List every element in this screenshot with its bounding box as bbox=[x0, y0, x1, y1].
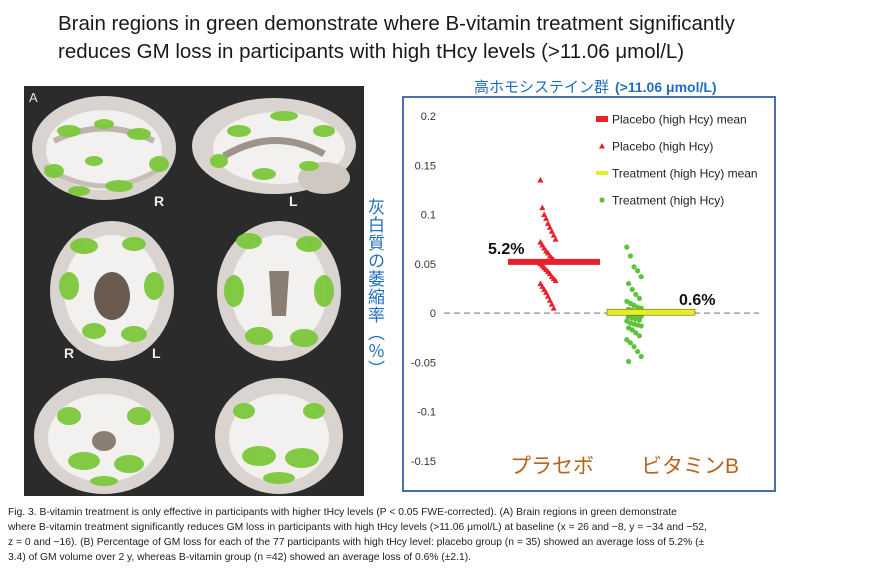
treatment-point bbox=[636, 295, 642, 301]
brain-mri-panel: A R L bbox=[24, 86, 364, 496]
title-line-2: reduces GM loss in participants with hig… bbox=[58, 40, 685, 63]
placebo-point bbox=[550, 232, 557, 238]
brain-slice-axial-1 bbox=[50, 221, 174, 361]
treatment-point bbox=[627, 253, 633, 259]
green-regions-row-3 bbox=[57, 403, 325, 486]
treatment-point bbox=[629, 286, 635, 293]
placebo-point bbox=[543, 289, 550, 295]
treatment-point bbox=[626, 358, 632, 365]
placebo-point bbox=[543, 215, 550, 221]
treatment-mean-label: 0.6% bbox=[679, 292, 715, 309]
scatter-chart-svg: 0.2 0.15 0.1 0.05 0 -0.05 -0.1 -0.15 5.2% 0.6% P… bbox=[411, 111, 759, 478]
y-tick-label: 0.15 bbox=[415, 160, 436, 172]
treatment-point bbox=[638, 323, 644, 329]
green-regions-row-1 bbox=[44, 111, 335, 196]
treatment-point bbox=[631, 264, 637, 270]
group-header: 高ホモシステイン群 (>11.06 μmol/L) bbox=[474, 76, 717, 97]
category-label-placebo: プラセボ bbox=[510, 455, 594, 478]
placebo-point bbox=[541, 211, 548, 217]
placebo-point bbox=[552, 236, 559, 242]
treatment-point bbox=[631, 344, 637, 350]
figure-caption: Fig. 3. B-vitamin treatment is only effe… bbox=[8, 505, 874, 565]
group-header-unit: (>11.06 μmol/L) bbox=[615, 79, 717, 95]
group-header-label: 高ホモシステイン群 bbox=[474, 79, 610, 96]
y-tick-label: -0.1 bbox=[417, 407, 436, 419]
treatment-point bbox=[638, 274, 644, 280]
treatment-point bbox=[636, 333, 642, 339]
placebo-point bbox=[548, 228, 555, 234]
legend-entry: Placebo (high Hcy) bbox=[612, 140, 713, 154]
y-tick-label: 0.2 bbox=[421, 111, 436, 123]
placebo-point bbox=[545, 293, 551, 299]
placebo-point bbox=[548, 301, 555, 307]
treatment-point bbox=[633, 330, 639, 336]
legend-entry: Treatment (high Hcy) bbox=[612, 194, 724, 208]
y-tick-label: 0.05 bbox=[415, 259, 436, 271]
treatment-point bbox=[633, 291, 639, 298]
caption-line-1: Fig. 3. B-vitamin treatment is only effe… bbox=[8, 507, 677, 518]
treatment-point bbox=[629, 327, 635, 333]
chart-legend: Placebo (high Hcy) mean Placebo (high Hcy… bbox=[596, 113, 758, 208]
treatment-point bbox=[624, 244, 630, 250]
brain-slice-sagittal-1 bbox=[192, 98, 356, 194]
legend-entry: Treatment (high Hcy) mean bbox=[612, 167, 758, 181]
legend-marker-placebo bbox=[599, 143, 605, 149]
y-axis-label-jp: 灰白質の萎縮率（％） bbox=[364, 198, 384, 378]
panel-label-a: A bbox=[29, 90, 38, 105]
treatment-point bbox=[638, 353, 644, 360]
treatment-point bbox=[624, 337, 630, 343]
caption-line-4: 3.4) of GM volume over 2 y, whereas B-vi… bbox=[8, 552, 472, 563]
brain-slice-coronal-1 bbox=[32, 96, 176, 200]
treatment-point bbox=[636, 317, 642, 323]
orient-label-l-2: L bbox=[152, 345, 161, 361]
caption-line-3: z = 0 and −16). (B) Percentage of GM los… bbox=[8, 537, 705, 548]
figure-title: Brain regions in green demonstrate where… bbox=[58, 10, 858, 66]
scatter-chart: 0.2 0.15 0.1 0.05 0 -0.05 -0.1 -0.15 5.2% 0.6% P… bbox=[402, 96, 776, 492]
y-tick-label: 0 bbox=[430, 308, 436, 320]
placebo-point bbox=[550, 305, 557, 311]
y-tick-label: 0.1 bbox=[421, 210, 436, 222]
category-label-vitamin-b: ビタミンB bbox=[641, 455, 739, 478]
caption-line-2: where B-vitamin treatment significantly … bbox=[8, 522, 707, 533]
legend-marker-placebo-mean bbox=[596, 116, 608, 122]
treatment-point bbox=[627, 340, 633, 346]
legend-entry: Placebo (high Hcy) mean bbox=[612, 113, 747, 127]
green-regions-row-2 bbox=[59, 233, 334, 347]
treatment-point bbox=[635, 268, 641, 274]
legend-marker-treatment bbox=[599, 197, 605, 203]
brain-mri-image: A R L bbox=[24, 86, 364, 496]
placebo-point bbox=[545, 220, 551, 226]
placebo-mean-label: 5.2% bbox=[488, 241, 524, 258]
placebo-point bbox=[537, 176, 544, 183]
brain-slice-axial-2 bbox=[217, 221, 341, 361]
placebo-point bbox=[539, 204, 546, 211]
orient-label-l-1: L bbox=[289, 193, 298, 209]
placebo-point bbox=[546, 224, 553, 230]
legend-marker-treatment-mean bbox=[596, 171, 608, 175]
placebo-mean-bar bbox=[508, 258, 600, 265]
title-line-1: Brain regions in green demonstrate where… bbox=[58, 12, 735, 35]
orient-label-r-2: R bbox=[64, 345, 74, 361]
treatment-point bbox=[626, 280, 632, 287]
placebo-point bbox=[552, 277, 559, 284]
y-tick-label: -0.05 bbox=[411, 357, 436, 369]
y-tick-label: -0.15 bbox=[411, 456, 436, 468]
treatment-point bbox=[635, 348, 641, 355]
placebo-point bbox=[546, 297, 553, 303]
orient-label-r-1: R bbox=[154, 193, 164, 209]
treatment-mean-bar bbox=[606, 308, 696, 316]
